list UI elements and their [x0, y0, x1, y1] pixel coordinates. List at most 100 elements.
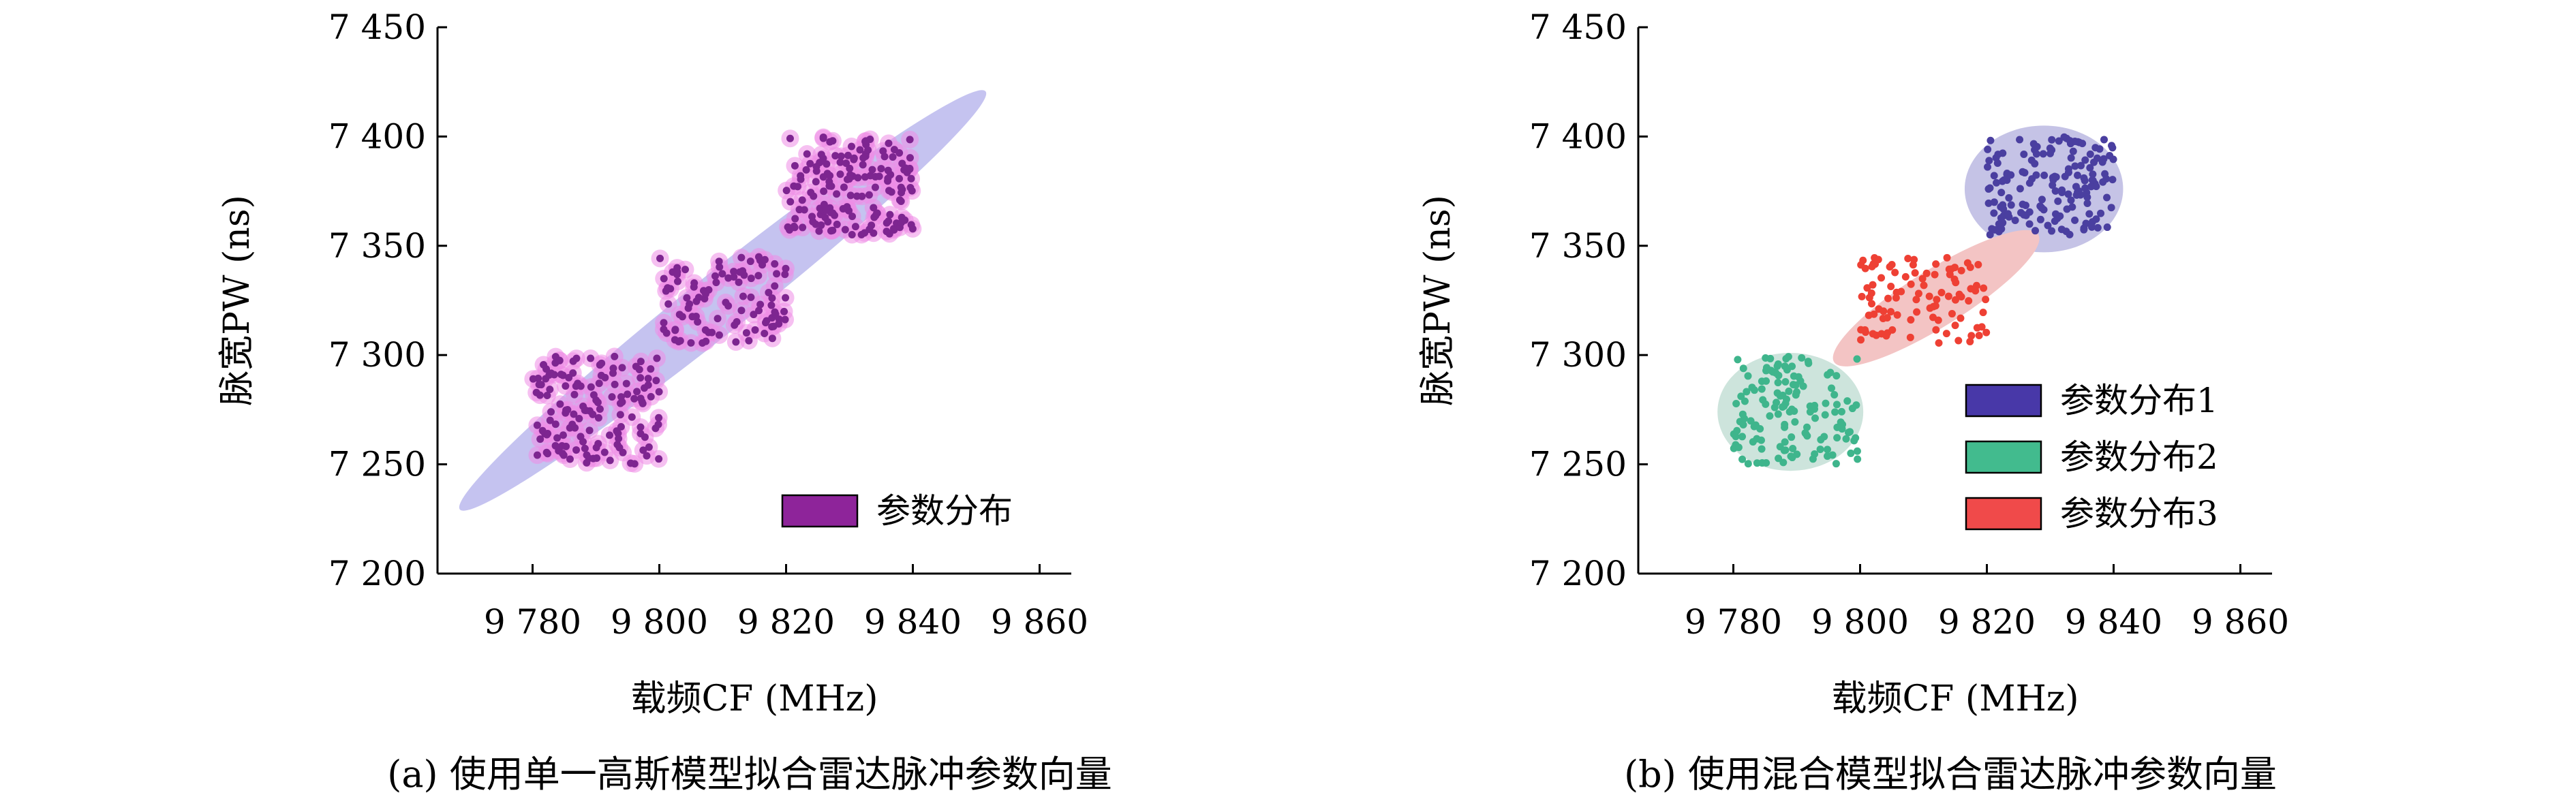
data-point-1	[616, 411, 624, 419]
data-point-1	[589, 454, 598, 463]
data-point-1	[2092, 215, 2100, 223]
data-point-3	[1931, 302, 1939, 310]
data-point-1	[597, 371, 605, 379]
data-point-1	[2086, 150, 2094, 158]
data-point-1	[791, 215, 799, 223]
data-point-3	[1897, 287, 1905, 296]
data-point-3	[1944, 292, 1952, 300]
data-point-3	[1965, 297, 1973, 305]
data-point-1	[859, 161, 867, 169]
data-point-2	[1785, 387, 1793, 395]
data-point-1	[716, 263, 724, 271]
data-point-1	[827, 227, 835, 235]
data-point-3	[1980, 284, 1988, 292]
data-point-3	[1972, 287, 1980, 295]
data-point-2	[1854, 455, 1862, 463]
data-point-1	[662, 287, 670, 295]
data-point-3	[1975, 331, 1983, 339]
data-point-1	[2060, 133, 2068, 141]
data-point-3	[1893, 311, 1901, 319]
data-point-1	[2071, 162, 2079, 170]
data-point-1	[675, 311, 684, 319]
data-point-2	[1744, 460, 1752, 468]
data-point-3	[1910, 255, 1918, 264]
data-point-3	[1948, 310, 1956, 318]
data-point-1	[746, 257, 754, 266]
data-point-2	[1843, 397, 1852, 405]
data-point-1	[803, 150, 811, 158]
data-point-1	[606, 456, 614, 465]
data-point-1	[589, 410, 597, 418]
data-point-1	[755, 307, 763, 315]
data-point-1	[2025, 179, 2034, 187]
data-point-1	[2036, 215, 2044, 223]
data-point-3	[1951, 322, 1959, 330]
data-point-1	[802, 166, 810, 174]
data-point-1	[715, 257, 723, 266]
data-point-1	[1999, 201, 2007, 209]
data-point-1	[550, 371, 558, 379]
data-point-3	[1887, 308, 1895, 316]
data-point-1	[819, 134, 827, 142]
data-point-1	[2094, 223, 2102, 232]
data-point-2	[1773, 389, 1781, 397]
x-tick-label: 9 820	[1938, 602, 2036, 642]
data-point-1	[596, 405, 604, 413]
data-point-2	[1821, 411, 1829, 419]
data-point-1	[647, 392, 655, 401]
data-point-1	[538, 426, 547, 435]
data-point-2	[1780, 446, 1788, 454]
x-axis-title: 载频CF (MHz)	[1832, 678, 2079, 719]
data-point-3	[1942, 330, 1950, 338]
data-point-1	[572, 354, 581, 362]
data-point-1	[2096, 145, 2104, 153]
data-point-3	[1901, 272, 1910, 281]
data-point-2	[1741, 414, 1749, 422]
data-point-1	[2109, 144, 2117, 152]
data-point-3	[1966, 337, 1974, 345]
data-point-1	[600, 448, 609, 456]
data-point-2	[1803, 423, 1811, 431]
data-point-1	[737, 307, 746, 315]
data-point-2	[1785, 407, 1794, 416]
data-point-1	[587, 354, 595, 362]
data-point-1	[861, 229, 869, 237]
data-point-1	[831, 152, 840, 160]
data-point-2	[1739, 364, 1747, 373]
data-point-3	[1925, 292, 1933, 300]
data-point-2	[1811, 414, 1819, 422]
data-point-1	[570, 390, 579, 399]
data-point-1	[868, 166, 876, 174]
data-point-1	[1986, 184, 1994, 192]
data-point-1	[652, 377, 660, 385]
data-point-1	[1984, 163, 1992, 171]
data-point-1	[864, 146, 872, 154]
data-point-1	[837, 152, 845, 160]
data-point-1	[637, 394, 645, 403]
data-point-3	[1857, 336, 1865, 344]
data-point-1	[782, 187, 791, 195]
data-point-1	[877, 165, 885, 173]
data-point-1	[535, 380, 543, 388]
x-tick-label: 9 840	[2065, 602, 2162, 642]
data-point-1	[2048, 227, 2056, 235]
data-point-1	[595, 379, 603, 388]
data-point-3	[1859, 256, 1867, 264]
data-point-1	[2007, 171, 2015, 179]
data-point-1	[794, 183, 802, 191]
data-point-1	[907, 174, 915, 183]
legend-swatch	[781, 494, 859, 528]
data-point-1	[885, 217, 893, 225]
data-point-1	[2100, 155, 2108, 163]
data-point-1	[769, 322, 778, 330]
data-point-1	[2088, 176, 2096, 184]
data-point-1	[622, 379, 630, 388]
data-point-1	[848, 213, 857, 221]
data-point-3	[1892, 294, 1900, 302]
data-point-1	[2025, 220, 2034, 228]
data-point-1	[714, 315, 722, 323]
data-point-2	[1833, 434, 1841, 442]
data-point-3	[1869, 330, 1877, 338]
data-point-1	[694, 317, 702, 326]
data-point-1	[884, 166, 892, 174]
